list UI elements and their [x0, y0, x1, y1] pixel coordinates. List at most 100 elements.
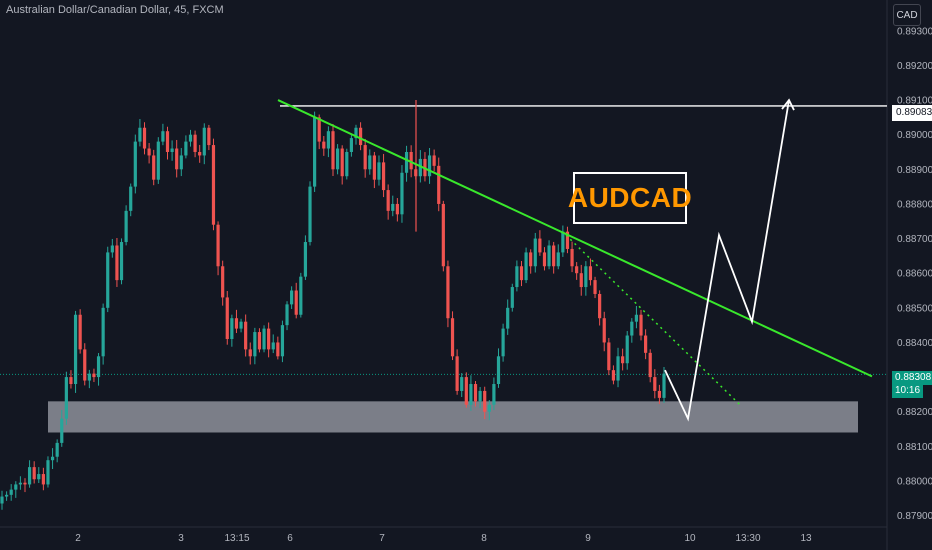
- y-tick-label: 0.89300: [897, 26, 932, 37]
- y-tick-label: 0.88700: [897, 234, 932, 245]
- candle-body: [41, 474, 45, 485]
- candle-body: [593, 280, 597, 294]
- candle-body: [427, 155, 432, 177]
- candle-body: [524, 252, 528, 281]
- candle-body: [308, 186, 312, 243]
- candle-body: [78, 314, 82, 350]
- candle-body: [156, 141, 160, 180]
- chart-title: Australian Dollar/Canadian Dollar, 45, F…: [6, 4, 224, 16]
- candle-body: [460, 377, 464, 391]
- candle-body: [469, 384, 473, 405]
- currency-button[interactable]: CAD: [893, 4, 921, 26]
- candle-body: [244, 321, 248, 350]
- candle-body: [648, 352, 652, 378]
- candle-body: [106, 252, 110, 308]
- candle-body: [64, 377, 68, 419]
- candle-body: [50, 456, 55, 461]
- candle-body: [303, 242, 308, 277]
- x-tick-label: 9: [585, 533, 591, 544]
- candle-body: [230, 318, 234, 339]
- candle-body: [32, 467, 36, 480]
- candle-body: [46, 460, 50, 485]
- candle-body: [662, 373, 666, 398]
- candle-body: [313, 117, 317, 187]
- candle-body: [225, 297, 229, 339]
- candle-body: [27, 467, 32, 485]
- projection-path: [664, 99, 790, 422]
- candle-body: [400, 172, 404, 215]
- candle-body: [515, 266, 519, 288]
- candle-body: [441, 203, 445, 267]
- candle-body: [253, 332, 257, 357]
- candle-body: [501, 328, 505, 357]
- candle-body: [4, 494, 9, 497]
- candle-body: [533, 238, 537, 267]
- candle-body: [588, 266, 593, 281]
- candle-body: [96, 356, 101, 378]
- candle-body: [184, 141, 188, 156]
- candle-body: [478, 390, 482, 402]
- y-tick-label: 0.88500: [897, 303, 932, 314]
- candle-body: [506, 307, 510, 329]
- candle-body: [335, 148, 340, 170]
- candle-body: [9, 489, 13, 495]
- candle-body: [607, 342, 611, 371]
- candle-body: [547, 245, 551, 267]
- candle-body: [179, 155, 183, 170]
- candle-body: [248, 349, 252, 357]
- candle-body: [363, 145, 367, 170]
- candle-body: [119, 242, 124, 281]
- x-tick-label: 7: [379, 533, 385, 544]
- candle-body: [625, 335, 629, 364]
- candle-body: [170, 148, 174, 152]
- resistance-price-tag: 0.89083: [892, 105, 932, 121]
- candle-body: [322, 141, 326, 149]
- candle-body: [87, 373, 91, 381]
- candle-body: [290, 290, 294, 305]
- candle-body: [542, 252, 547, 267]
- candle-body: [483, 390, 487, 412]
- candle-body: [202, 127, 206, 156]
- candle-body: [92, 373, 96, 378]
- candle-body: [616, 356, 620, 381]
- candle-body: [211, 145, 216, 225]
- candle-body: [611, 370, 616, 381]
- candle-body: [386, 190, 390, 211]
- candle-body: [455, 356, 459, 391]
- candle-body: [73, 314, 78, 385]
- candle-body: [630, 321, 634, 336]
- candle-body: [349, 138, 353, 152]
- candle-body: [358, 127, 363, 146]
- candle-body: [115, 245, 119, 281]
- y-tick-label: 0.87900: [897, 511, 932, 522]
- candle-body: [239, 321, 243, 329]
- candle-body: [14, 484, 18, 490]
- y-tick-label: 0.88400: [897, 338, 932, 349]
- candle-body: [271, 342, 275, 350]
- last-price-tag: 0.88308: [892, 371, 932, 385]
- candle-body: [147, 148, 151, 156]
- candle-body: [368, 155, 372, 170]
- candle-body: [575, 266, 579, 274]
- candle-body: [138, 127, 142, 142]
- candle-body: [326, 131, 331, 149]
- candle-body: [487, 404, 491, 412]
- candle-body: [602, 318, 606, 343]
- candle-body: [152, 155, 156, 180]
- symbol-annotation[interactable]: AUDCAD: [568, 172, 692, 224]
- candle-body: [83, 349, 87, 381]
- candle-body: [331, 131, 335, 170]
- candle-body: [207, 127, 211, 146]
- candle-body: [124, 210, 128, 243]
- candle-body: [267, 328, 271, 350]
- candle-body: [519, 266, 524, 281]
- y-tick-label: 0.88600: [897, 269, 932, 280]
- candle-body: [570, 248, 574, 267]
- candle-body: [60, 418, 64, 443]
- candle-body: [446, 266, 450, 319]
- candle-body: [437, 165, 441, 204]
- candle-body: [496, 356, 501, 385]
- candle-body: [634, 314, 639, 322]
